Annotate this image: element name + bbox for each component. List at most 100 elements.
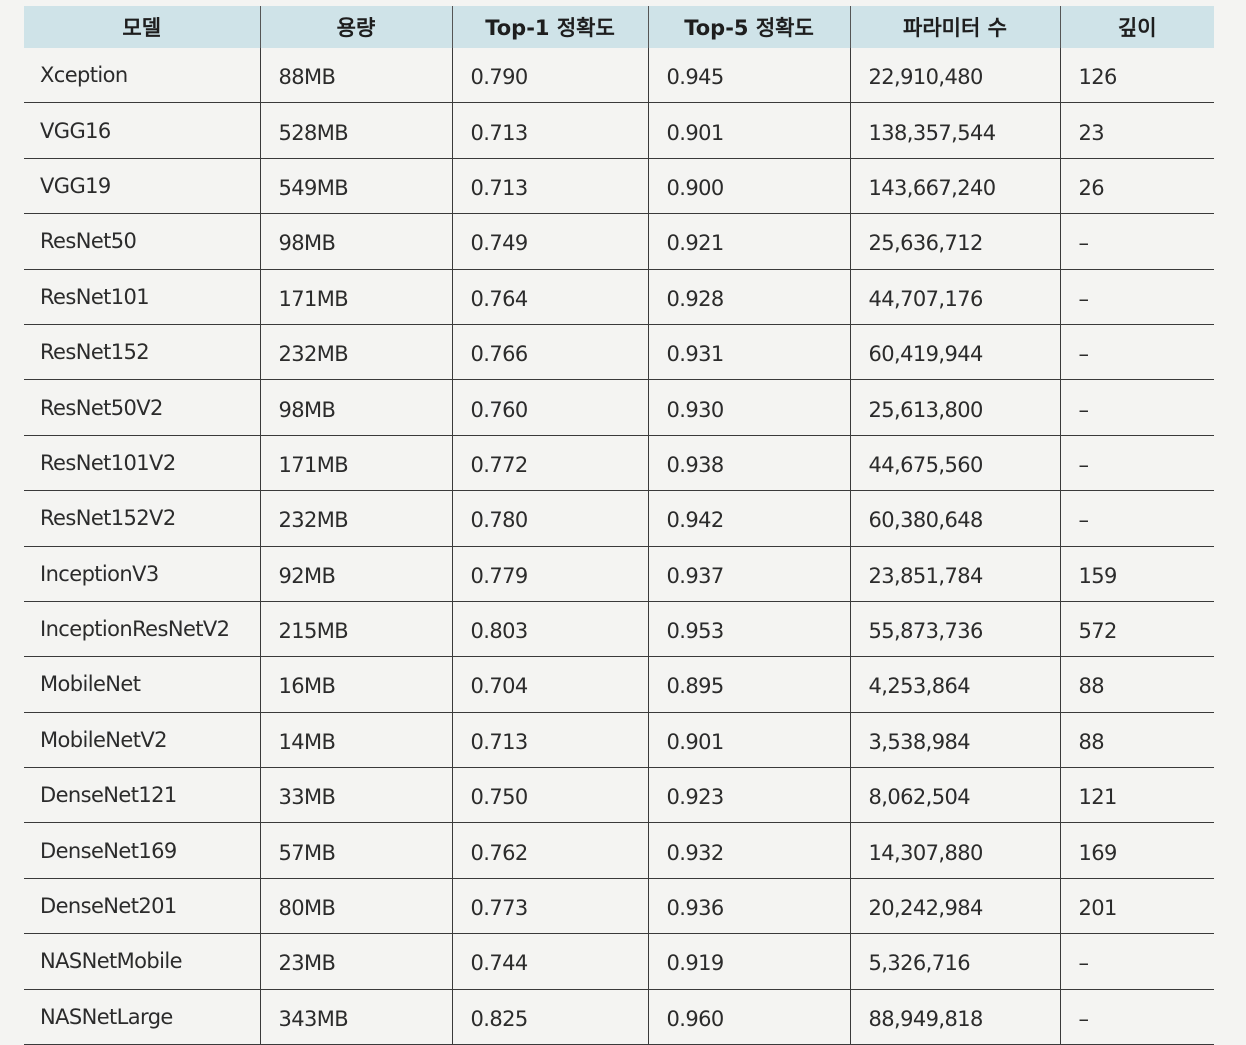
top1-cell: 0.790 bbox=[452, 48, 649, 104]
size-cell: 33MB bbox=[260, 767, 453, 824]
size-cell: 171MB bbox=[260, 269, 453, 325]
model-name-cell: DenseNet121 bbox=[24, 767, 261, 824]
size-cell: 92MB bbox=[260, 546, 453, 602]
depth-cell: – bbox=[1060, 933, 1214, 990]
header-row: 모델 용량 Top-1 정확도 Top-5 정확도 파라미터 수 깊이 bbox=[24, 6, 1214, 48]
table-row: NASNetLarge 343MB 0.825 0.960 88,949,818– bbox=[24, 989, 1214, 1045]
model-table: 모델 용량 Top-1 정확도 Top-5 정확도 파라미터 수 깊이 Xcep… bbox=[24, 6, 1214, 1045]
parameters-cell: 60,380,648 bbox=[850, 490, 1061, 547]
size-cell: 16MB bbox=[260, 656, 453, 713]
parameters-cell: 25,613,800 bbox=[850, 379, 1061, 436]
model-name-cell: DenseNet201 bbox=[24, 878, 261, 935]
model-name-cell: ResNet101 bbox=[24, 269, 261, 325]
depth-cell: 88 bbox=[1060, 712, 1214, 769]
top5-cell: 0.901 bbox=[648, 102, 851, 159]
model-name-cell: ResNet152 bbox=[24, 324, 261, 381]
top5-cell: 0.938 bbox=[648, 435, 851, 492]
depth-cell: – bbox=[1060, 989, 1214, 1045]
parameters-cell: 5,326,716 bbox=[850, 933, 1061, 990]
depth-cell: 572 bbox=[1060, 601, 1214, 658]
depth-cell: 26 bbox=[1060, 158, 1214, 215]
top5-cell: 0.921 bbox=[648, 213, 851, 270]
table-header: 모델 용량 Top-1 정확도 Top-5 정확도 파라미터 수 깊이 bbox=[24, 6, 1214, 48]
top1-cell: 0.713 bbox=[452, 158, 649, 215]
size-cell: 232MB bbox=[260, 324, 453, 381]
size-cell: 57MB bbox=[260, 822, 453, 879]
parameters-cell: 8,062,504 bbox=[850, 767, 1061, 824]
model-name-cell: InceptionV3 bbox=[24, 546, 261, 602]
parameters-cell: 14,307,880 bbox=[850, 822, 1061, 879]
top1-cell: 0.704 bbox=[452, 656, 649, 713]
top5-cell: 0.895 bbox=[648, 656, 851, 713]
table-row: MobileNetV2 14MB 0.713 0.901 3,538,984 88 bbox=[24, 712, 1214, 769]
model-name-cell: VGG19 bbox=[24, 158, 261, 215]
model-name-cell: ResNet50V2 bbox=[24, 379, 261, 436]
top1-cell: 0.780 bbox=[452, 490, 649, 547]
top5-cell: 0.930 bbox=[648, 379, 851, 436]
size-cell: 14MB bbox=[260, 712, 453, 769]
table-row: VGG16 528MB 0.713 0.901 138,357,544 23 bbox=[24, 102, 1214, 159]
top1-cell: 0.713 bbox=[452, 712, 649, 769]
parameters-cell: 44,675,560 bbox=[850, 435, 1061, 492]
model-name-cell: MobileNet bbox=[24, 656, 261, 713]
top5-cell: 0.919 bbox=[648, 933, 851, 990]
depth-cell: – bbox=[1060, 213, 1214, 270]
top1-cell: 0.750 bbox=[452, 767, 649, 824]
table-row: Xception 88MB 0.790 0.945 22,910,480 126 bbox=[24, 48, 1214, 104]
top1-cell: 0.803 bbox=[452, 601, 649, 658]
parameters-cell: 23,851,784 bbox=[850, 546, 1061, 602]
depth-cell: 23 bbox=[1060, 102, 1214, 159]
top1-cell: 0.779 bbox=[452, 546, 649, 602]
top5-cell: 0.945 bbox=[648, 48, 851, 104]
table-row: ResNet152 232MB 0.766 0.931 60,419,944– bbox=[24, 324, 1214, 381]
table-row: ResNet152V2 232MB 0.780 0.942 60,380,648– bbox=[24, 490, 1214, 547]
top1-cell: 0.749 bbox=[452, 213, 649, 270]
table-row: DenseNet121 33MB 0.750 0.923 8,062,504 121 bbox=[24, 767, 1214, 824]
depth-cell: 201 bbox=[1060, 878, 1214, 935]
table-row: VGG19 549MB 0.713 0.900 143,667,240 26 bbox=[24, 158, 1214, 215]
depth-cell: 159 bbox=[1060, 546, 1214, 602]
model-name-cell: MobileNetV2 bbox=[24, 712, 261, 769]
parameters-cell: 22,910,480 bbox=[850, 48, 1061, 104]
top1-cell: 0.825 bbox=[452, 989, 649, 1045]
model-name-cell: Xception bbox=[24, 48, 261, 104]
depth-cell: 121 bbox=[1060, 767, 1214, 824]
model-name-cell: ResNet50 bbox=[24, 213, 261, 270]
size-cell: 88MB bbox=[260, 48, 453, 104]
table-row: DenseNet169 57MB 0.762 0.932 14,307,880 169 bbox=[24, 822, 1214, 879]
size-cell: 549MB bbox=[260, 158, 453, 215]
top1-cell: 0.773 bbox=[452, 878, 649, 935]
size-cell: 343MB bbox=[260, 989, 453, 1045]
size-cell: 98MB bbox=[260, 379, 453, 436]
model-name-cell: NASNetMobile bbox=[24, 933, 261, 990]
depth-cell: – bbox=[1060, 435, 1214, 492]
table-row: InceptionResNetV2 215MB 0.803 0.953 55,873,7… bbox=[24, 601, 1214, 658]
top5-cell: 0.928 bbox=[648, 269, 851, 325]
depth-cell: 169 bbox=[1060, 822, 1214, 879]
size-cell: 98MB bbox=[260, 213, 453, 270]
header-size: 용량 bbox=[260, 6, 453, 48]
depth-cell: – bbox=[1060, 269, 1214, 325]
size-cell: 80MB bbox=[260, 878, 453, 935]
parameters-cell: 143,667,240 bbox=[850, 158, 1061, 215]
table-row: InceptionV3 92MB 0.779 0.937 23,851,784 159 bbox=[24, 546, 1214, 602]
model-name-cell: NASNetLarge bbox=[24, 989, 261, 1045]
top5-cell: 0.901 bbox=[648, 712, 851, 769]
parameters-cell: 55,873,736 bbox=[850, 601, 1061, 658]
top5-cell: 0.937 bbox=[648, 546, 851, 602]
size-cell: 215MB bbox=[260, 601, 453, 658]
table-row: MobileNet 16MB 0.704 0.895 4,253,864 88 bbox=[24, 656, 1214, 713]
parameters-cell: 3,538,984 bbox=[850, 712, 1061, 769]
parameters-cell: 25,636,712 bbox=[850, 213, 1061, 270]
depth-cell: – bbox=[1060, 490, 1214, 547]
top5-cell: 0.942 bbox=[648, 490, 851, 547]
top1-cell: 0.760 bbox=[452, 379, 649, 436]
size-cell: 23MB bbox=[260, 933, 453, 990]
top1-cell: 0.772 bbox=[452, 435, 649, 492]
top1-cell: 0.762 bbox=[452, 822, 649, 879]
top5-cell: 0.931 bbox=[648, 324, 851, 381]
size-cell: 171MB bbox=[260, 435, 453, 492]
table-row: ResNet101 171MB 0.764 0.928 44,707,176– bbox=[24, 269, 1214, 325]
table-body: Xception 88MB 0.790 0.945 22,910,480 126 VGG16… bbox=[24, 48, 1214, 1045]
model-name-cell: InceptionResNetV2 bbox=[24, 601, 261, 658]
